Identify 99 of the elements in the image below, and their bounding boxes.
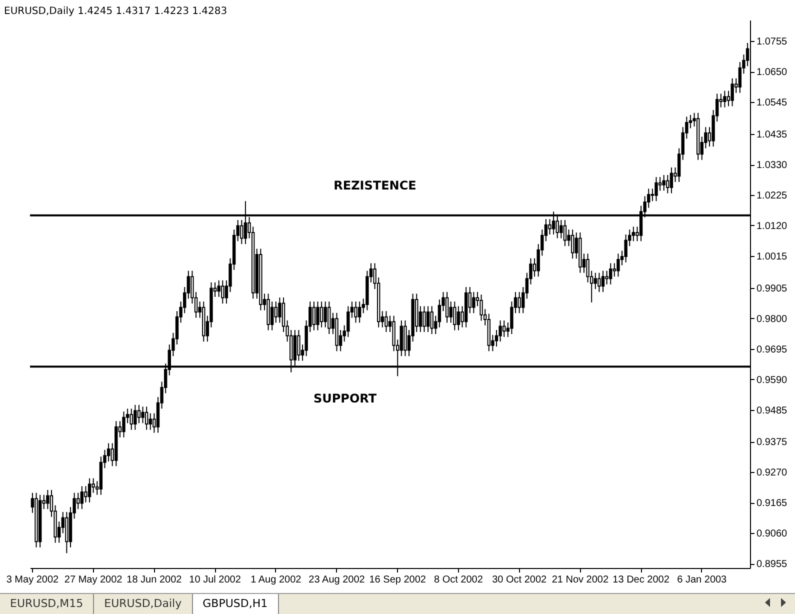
candlestick <box>560 219 563 239</box>
y-tick-label: 1.0015 <box>756 251 788 262</box>
text: GBPUSD,H1 <box>192 594 279 614</box>
candlestick <box>666 174 670 194</box>
x-tick-label: 1 Aug 2002 <box>250 574 302 586</box>
y-tick-label: 1.0120 <box>756 221 788 232</box>
y-tick-label: 1.0650 <box>756 67 788 78</box>
candlestick <box>346 306 350 338</box>
y-tick-label: 0.9485 <box>756 405 788 416</box>
x-tick-label: 8 Oct 2002 <box>434 574 484 586</box>
candlestick <box>316 301 320 331</box>
x-tick-label: 3 May 2002 <box>6 574 60 586</box>
candlestick <box>46 489 50 510</box>
candlestick <box>449 301 452 324</box>
ref-line-label: REZISTENCE <box>334 178 416 192</box>
candlestick <box>324 301 327 328</box>
chart-title: EURUSD,Daily 1.4245 1.4317 1.4223 1.4283 <box>4 6 228 17</box>
candlestick <box>730 78 734 107</box>
y-tick-label: 0.9375 <box>756 437 788 448</box>
candlestick <box>453 301 456 331</box>
y-tick-label: 0.9800 <box>756 314 788 325</box>
candlestick <box>328 301 331 335</box>
candlestick <box>480 294 483 322</box>
candlestick <box>144 406 148 430</box>
candlestick <box>270 301 274 331</box>
candlestick <box>670 166 674 194</box>
y-tick-label: 0.9270 <box>756 468 788 479</box>
ref-line-label: SUPPORT <box>313 392 378 406</box>
candlestick <box>65 511 68 554</box>
x-tick-label: 16 Sep 2002 <box>369 574 426 586</box>
candlestick <box>141 406 144 424</box>
x-tick-label: 21 Nov 2002 <box>552 574 609 586</box>
candlestick <box>88 478 92 503</box>
y-tick-label: 1.0435 <box>756 130 788 141</box>
y-tick-label: 1.0545 <box>756 98 788 109</box>
candlestick <box>221 280 224 304</box>
y-tick-label: 0.9590 <box>756 374 788 386</box>
candlestick <box>354 301 358 324</box>
candlestick <box>502 320 506 338</box>
x-tick-label: 23 Aug 2002 <box>308 574 366 586</box>
x-tick-label: 27 May 2002 <box>64 574 123 586</box>
text: EURUSD,Daily <box>94 594 193 614</box>
candlestick <box>137 404 141 424</box>
candlestick <box>430 306 434 335</box>
candlestick <box>358 301 362 324</box>
candlestick <box>570 229 574 260</box>
candlestick <box>122 411 126 438</box>
candlestick <box>134 404 137 430</box>
candlestick <box>92 478 95 494</box>
candlestick <box>472 291 476 314</box>
candlestick <box>723 90 726 108</box>
candlestick <box>76 492 80 510</box>
candlestick <box>297 329 300 362</box>
candlestick <box>598 272 601 292</box>
candlestick <box>605 270 608 285</box>
y-tick-label: 1.0755 <box>756 36 788 48</box>
candlestick <box>240 219 244 245</box>
candlestick <box>426 306 430 333</box>
candlestick <box>274 301 278 324</box>
candlestick <box>312 301 316 331</box>
candlestick <box>654 176 658 202</box>
candlestick <box>548 218 552 235</box>
candlestick <box>84 486 88 503</box>
candlestick <box>609 262 612 285</box>
candlestick <box>282 296 286 333</box>
candlestick <box>422 306 426 333</box>
y-tick-label: 0.9165 <box>756 498 788 510</box>
x-tick-label: 30 Oct 2002 <box>492 574 547 586</box>
x-tick-label: 18 Jun 2002 <box>126 574 182 586</box>
y-tick-label: 1.0225 <box>756 190 788 202</box>
y-tick-label: 1.0330 <box>756 160 788 172</box>
candlestick <box>494 329 498 348</box>
candlestick <box>616 253 620 278</box>
x-tick-label: 6 Jan 2003 <box>677 574 728 586</box>
y-tick-label: 0.8955 <box>756 559 788 570</box>
candlestick <box>130 408 133 430</box>
candlestick <box>384 310 388 333</box>
candlestick <box>601 270 605 292</box>
candlestick <box>612 262 616 278</box>
candlestick <box>662 174 666 192</box>
text: EURUSD,M15 <box>0 594 94 614</box>
candlestick <box>456 306 460 331</box>
candlestick <box>106 442 110 462</box>
candlestick <box>445 291 449 324</box>
candlestick <box>80 486 84 510</box>
candlestick <box>563 219 567 247</box>
candlestick <box>632 226 636 242</box>
candlestick <box>594 272 597 290</box>
candlestick <box>518 291 521 314</box>
candlestick <box>217 280 220 298</box>
candlestick <box>278 296 282 324</box>
candlestick <box>320 301 324 328</box>
x-tick-label: 13 Dec 2002 <box>612 574 670 586</box>
candlestick <box>148 412 152 430</box>
y-tick-label: 0.9905 <box>756 283 788 294</box>
x-tick-label: 10 Jul 2002 <box>189 574 242 586</box>
y-tick-label: 0.9060 <box>756 528 788 540</box>
candlestick <box>498 320 502 342</box>
y-tick-label: 0.9695 <box>756 344 788 356</box>
